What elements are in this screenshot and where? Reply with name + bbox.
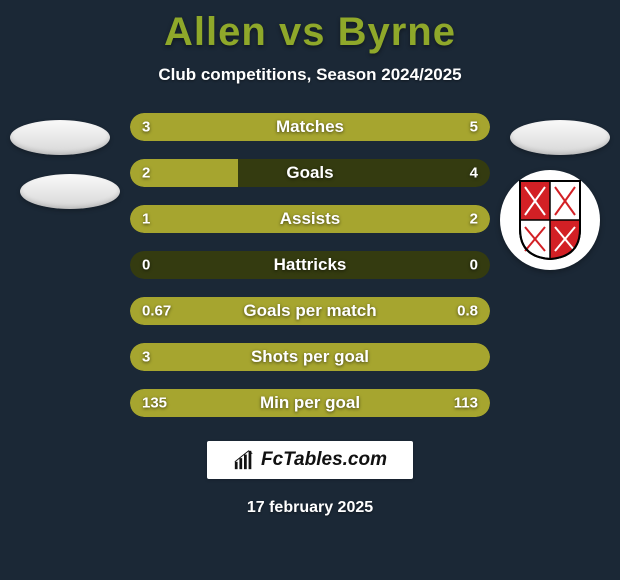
stat-label: Hattricks [274,255,347,275]
stat-label: Min per goal [260,393,360,413]
comparison-title: Allen vs Byrne [164,10,456,55]
stat-value-left: 3 [142,119,150,136]
stats-area: 3 5 Matches 2 4 Goals 1 2 Assists 0 0 Hattricks 0.67… [0,113,620,417]
stat-row: 1 2 Assists [130,205,490,233]
stat-label: Goals [286,163,333,183]
subtitle: Club competitions, Season 2024/2025 [158,65,461,85]
branding-badge: FcTables.com [207,441,413,479]
stat-value-left: 135 [142,395,167,412]
stat-value-left: 0.67 [142,303,171,320]
date-text: 17 february 2025 [247,499,373,517]
stat-value-left: 3 [142,349,150,366]
stat-label: Assists [280,209,340,229]
stat-value-right: 5 [470,119,478,136]
stat-value-left: 2 [142,165,150,182]
stat-row: 2 4 Goals [130,159,490,187]
stat-row: 3 Shots per goal [130,343,490,371]
player1-name: Allen [164,10,267,54]
stat-value-right: 0.8 [457,303,478,320]
stat-row: 0.67 0.8 Goals per match [130,297,490,325]
stat-value-left: 1 [142,211,150,228]
stat-row: 3 5 Matches [130,113,490,141]
branding-text: FcTables.com [261,449,387,471]
stat-value-right: 4 [470,165,478,182]
stat-label: Shots per goal [251,347,369,367]
stat-label: Matches [276,117,344,137]
stat-value-right: 0 [470,257,478,274]
vs-word: vs [279,10,326,54]
stat-label: Goals per match [243,301,376,321]
player2-name: Byrne [338,10,456,54]
stat-row: 0 0 Hattricks [130,251,490,279]
stat-value-right: 113 [454,395,478,412]
stat-value-left: 0 [142,257,150,274]
branding-icon [233,449,255,471]
stat-row: 135 113 Min per goal [130,389,490,417]
stat-value-right: 2 [470,211,478,228]
